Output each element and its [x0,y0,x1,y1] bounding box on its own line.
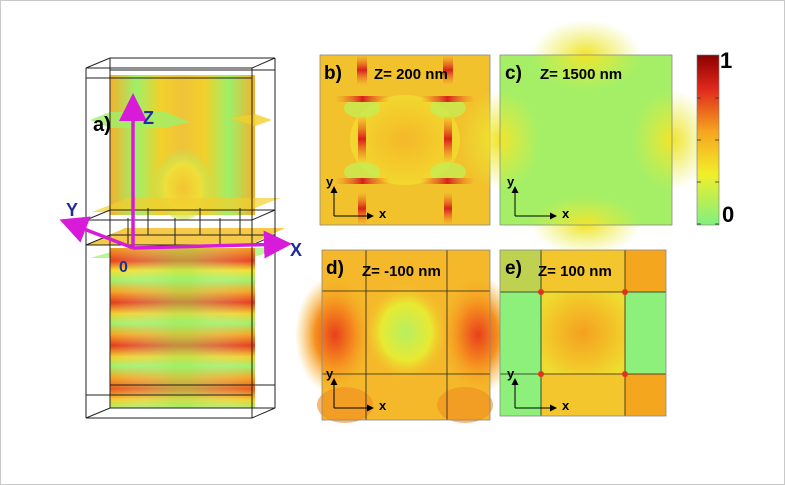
axes-3d [59,93,292,259]
panel-a-label: a) [93,114,111,136]
panel-e-corner [625,374,666,416]
panel-c-z1500: c) Z= 1500 nm y x [460,20,712,255]
panel-d-grid [322,250,490,420]
panel-b-axis-y: y [326,174,334,189]
origin-label: 0 [119,259,128,276]
panel-c-title: Z= 1500 nm [540,66,622,83]
panel-b-patch [344,98,380,118]
colorbar: 1 0 [696,48,734,227]
panel-d-axis-x: x [379,398,387,413]
panel-d-axis-y: y [326,366,334,381]
panel-e-center [541,292,625,374]
panel-b-patch [430,98,466,118]
panel-b-hotspot [358,192,366,225]
panel-b-z200: b) Z= 200 nm y x [319,54,491,226]
colorbar-max-label: 1 [720,48,732,73]
slice-z100-plane [92,198,280,212]
panel-b-title: Z= 200 nm [374,66,448,83]
lower-field-slice-shade [110,248,255,408]
panel-e-grid [500,250,666,416]
panel-b-hotspot [444,115,452,163]
panel-c-label: c) [505,63,522,84]
panel-b-hotspot [444,192,452,225]
panel-b-hotspot [357,55,367,85]
panel-b-hotspot [420,178,475,184]
axis-label-x: X [290,240,302,260]
panel-d-title: Z= -100 nm [362,263,441,280]
panel-c-border [499,54,673,226]
panel-b-center-glow [350,95,460,185]
y-axis-arrow [59,216,134,250]
panel-e-axis-y: y [507,366,515,381]
panel-e-z100: e) Z= 100 nm y x [499,249,667,417]
panel-e-axis-x: x [562,398,570,413]
slice-z1500-edge-right [230,114,272,126]
panel-a-3d-view: a) Z X Y 0 [59,57,302,419]
panel-c-axis-x: x [562,206,570,221]
x-axis-arrow [132,230,292,259]
slice-z0-plane [86,228,285,245]
panel-b-patch [430,162,466,182]
panel-e-border [499,249,667,417]
panel-d-center [364,284,448,380]
panel-b-hotspot [420,96,475,102]
panel-b-hotspot [443,55,453,85]
panel-d-label: d) [326,258,344,279]
panel-b-hotspot [335,178,390,184]
panel-e-corner [500,250,541,292]
panel-d-border [321,249,491,421]
axis-label-y: Y [66,200,78,220]
panel-e-title: Z= 100 nm [538,263,612,280]
panel-b-label: b) [324,63,342,84]
panel-e-band [541,374,625,416]
panel-e-hotspots [538,289,628,377]
panel-b-axis-x: x [379,206,387,221]
panel-e-band [541,250,625,292]
panel-d-hot-region [295,275,375,395]
panel-e-corner [625,250,666,292]
panel-b-hotspot [358,115,366,163]
axis-label-z: Z [143,108,154,128]
colorbar-ticks [697,55,719,225]
panel-d-hot-region [317,387,373,423]
panel-e-label: e) [505,258,522,279]
panel-d-zm100: d) Z= -100 nm y x [295,249,518,423]
panel-d-hot-region [437,387,493,423]
panel-b-hotspot [335,96,390,102]
panel-b-patch [344,162,380,182]
panel-c-axis-y: y [507,174,515,189]
colorbar-min-label: 0 [722,202,734,227]
panel-d-hot-region [438,275,518,395]
